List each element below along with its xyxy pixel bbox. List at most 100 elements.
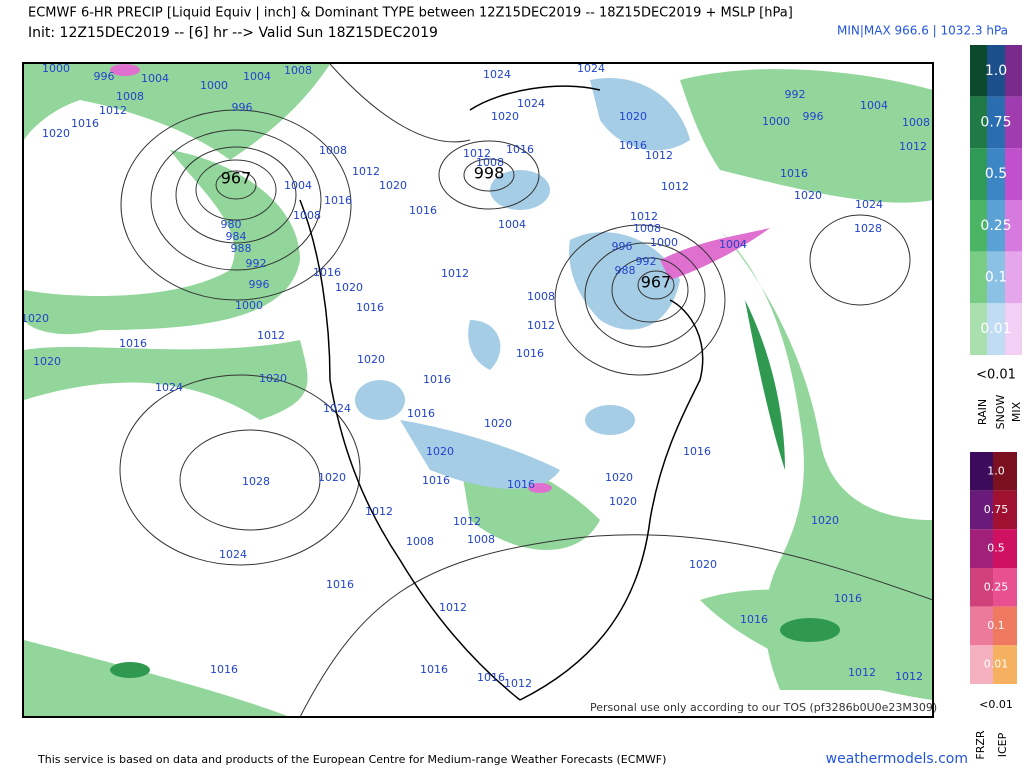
isobar-label: 1020	[605, 471, 633, 484]
isobar-label: 1000	[650, 236, 678, 249]
isobar-label: 1012	[895, 670, 923, 683]
isobar-label: 1016	[834, 592, 862, 605]
legend-swatch	[970, 45, 987, 97]
isobar-label: 996	[249, 278, 270, 291]
isobar-label: 1016	[477, 671, 505, 684]
isobar-label: 996	[803, 110, 824, 123]
legend-level: 0.01	[984, 658, 1009, 671]
legend-swatch	[993, 568, 1017, 607]
legend-level: 1.0	[985, 63, 1007, 79]
legend-swatch	[970, 200, 987, 252]
legend-level: 0.75	[980, 115, 1011, 131]
legend-below: <0.01	[976, 368, 1016, 383]
isobar-label: 1016	[420, 663, 448, 676]
isobar-label: 988	[615, 264, 636, 277]
legend-level: 0.01	[980, 321, 1011, 337]
isobar-label: 1008	[284, 64, 312, 77]
legend-level: 0.1	[985, 270, 1007, 286]
footer-credit: This service is based on data and produc…	[37, 753, 666, 766]
isobar-label: 1008	[406, 535, 434, 548]
legend-swatch	[993, 529, 1017, 568]
isobar-label: 1020	[42, 127, 70, 140]
legend-level: 0.25	[984, 580, 1009, 593]
isobar-label: 1016	[683, 445, 711, 458]
isobar-label: 1004	[860, 99, 888, 112]
isobar-label: 1012	[661, 180, 689, 193]
isobar-label: 1016	[516, 347, 544, 360]
isobar-label: 996	[94, 70, 115, 83]
isobar-label: 1004	[243, 70, 271, 83]
isobar-label: 1008	[319, 144, 347, 157]
isobar-label: 1020	[318, 471, 346, 484]
map-frame	[22, 62, 934, 718]
watermark: Personal use only according to our TOS (…	[590, 701, 937, 714]
isobar-label: 1016	[313, 266, 341, 279]
legend-swatch	[970, 251, 987, 304]
isobars	[119, 63, 934, 718]
precip-snow	[355, 78, 690, 489]
subtitle: Init: 12Z15DEC2019 -- [6] hr --> Valid S…	[28, 25, 438, 41]
isobar-label: 1008	[476, 156, 504, 169]
isobar-label: 1024	[219, 548, 247, 561]
isobar-label: 1012	[453, 515, 481, 528]
legend-type: ICEP	[996, 732, 1009, 757]
isobar-label: 1000	[762, 115, 790, 128]
isobar-label: 984	[226, 230, 247, 243]
isobar-label: 1016	[119, 337, 147, 350]
legend-level: 1.0	[987, 464, 1005, 477]
legend-swatch	[970, 452, 993, 491]
isobar-label: 1004	[284, 179, 312, 192]
coastline	[299, 85, 704, 701]
isobar-label: 1008	[293, 209, 321, 222]
legend-swatch	[987, 148, 1005, 200]
isobar-label: 1016	[210, 663, 238, 676]
isobar-label: 1024	[577, 62, 605, 75]
legend-swatch	[1005, 303, 1022, 355]
isobar-label: 1024	[323, 402, 351, 415]
isobar-label: 1024	[483, 68, 511, 81]
isobar-label: 1016	[71, 117, 99, 130]
legend-swatch	[993, 490, 1017, 530]
legend-swatch	[993, 645, 1017, 684]
legend-level: 0.75	[984, 503, 1009, 516]
isobar-label: 1012	[352, 165, 380, 178]
low-center: 967	[641, 273, 672, 292]
isobar-label: 1012	[257, 329, 285, 342]
legend-type: RAIN	[976, 399, 989, 425]
isobar-label: 1016	[326, 578, 354, 591]
isobar-label: 1016	[423, 373, 451, 386]
isobar-label: 992	[785, 88, 806, 101]
legend-swatch	[987, 251, 1005, 304]
legend-swatch	[970, 529, 993, 568]
min-max: MIN|MAX 966.6 | 1032.3 hPa	[837, 24, 1008, 38]
legend-swatch	[970, 148, 987, 200]
isobar-label: 1020	[491, 110, 519, 123]
isobar-label: 1016	[507, 478, 535, 491]
isobar-label: 1020	[794, 189, 822, 202]
legend-swatch	[987, 45, 1005, 97]
isobar-label: 1024	[155, 381, 183, 394]
legend-swatch	[1005, 96, 1022, 149]
footer-site: weathermodels.com	[826, 751, 968, 767]
isobar-label: 1016	[506, 143, 534, 156]
isobar-label: 1016	[409, 204, 437, 217]
legend-type: SNOW	[994, 395, 1007, 430]
isobar-label: 1012	[848, 666, 876, 679]
isobar-label: 1020	[619, 110, 647, 123]
isobar-label: 1024	[855, 198, 883, 211]
legend-swatch	[987, 303, 1005, 355]
isobar-label: 1004	[498, 218, 526, 231]
isobar-label: 1008	[527, 290, 555, 303]
isobar-label: 1020	[811, 514, 839, 527]
isobar-label: 1012	[99, 104, 127, 117]
isobar-label: 1028	[854, 222, 882, 235]
isobar-label: 996	[612, 240, 633, 253]
isobar-label: 1012	[365, 505, 393, 518]
title: ECMWF 6-HR PRECIP [Liquid Equiv | inch] …	[28, 6, 793, 21]
isobar-label: 1012	[504, 677, 532, 690]
legend-type: FRZR	[974, 730, 987, 760]
legend-swatch	[1005, 200, 1022, 252]
